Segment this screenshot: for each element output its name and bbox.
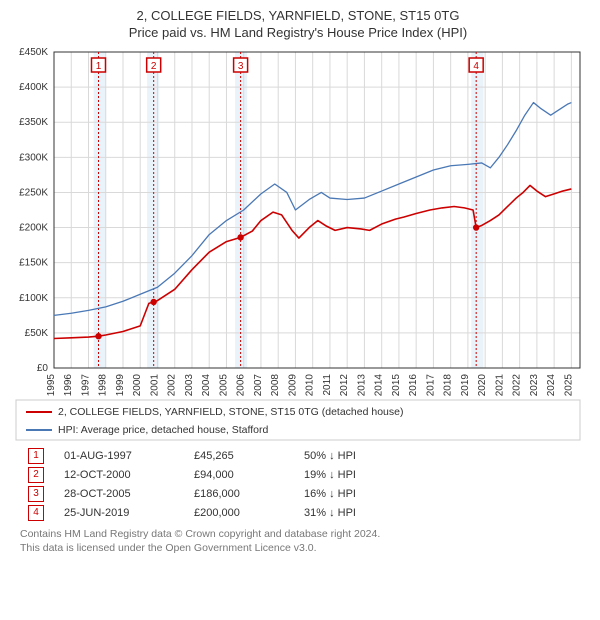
footer: Contains HM Land Registry data © Crown c… [20,527,588,555]
svg-text:£100K: £100K [19,293,48,304]
svg-text:2015: 2015 [391,373,402,395]
event-price: £200,000 [194,507,304,519]
svg-text:1: 1 [96,61,102,72]
svg-text:2008: 2008 [270,373,281,395]
svg-text:1995: 1995 [46,373,57,395]
svg-text:2003: 2003 [184,373,195,395]
svg-text:2: 2 [151,61,157,72]
svg-text:4: 4 [473,61,479,72]
events-table: 1 01-AUG-1997£45,26550% ↓ HPI 2 12-OCT-2000… [8,448,588,521]
svg-text:£450K: £450K [19,47,48,58]
svg-text:2021: 2021 [494,373,505,395]
svg-text:2022: 2022 [512,373,523,395]
svg-text:2000: 2000 [132,373,143,395]
svg-text:1996: 1996 [63,373,74,395]
chart-title: 2, COLLEGE FIELDS, YARNFIELD, STONE, ST1… [8,8,588,42]
event-pct: 50% ↓ HPI [304,450,404,462]
svg-text:2017: 2017 [425,373,436,395]
svg-text:2001: 2001 [149,373,160,395]
svg-text:2004: 2004 [201,373,212,395]
legend: 2, COLLEGE FIELDS, YARNFIELD, STONE, ST1… [8,398,588,442]
event-date: 25-JUN-2019 [64,507,194,519]
event-marker-box: 4 [28,505,44,521]
svg-text:2010: 2010 [305,373,316,395]
event-date: 28-OCT-2005 [64,488,194,500]
svg-text:£250K: £250K [19,187,48,198]
svg-text:2019: 2019 [460,373,471,395]
svg-text:2023: 2023 [529,373,540,395]
svg-text:£350K: £350K [19,117,48,128]
svg-text:2011: 2011 [322,373,333,395]
svg-text:2025: 2025 [563,373,574,395]
svg-text:1998: 1998 [98,373,109,395]
event-pct: 19% ↓ HPI [304,469,404,481]
chart-container: { "title": { "line1": "2, COLLEGE FIELDS… [0,0,600,620]
svg-text:2020: 2020 [477,373,488,395]
title-line2: Price paid vs. HM Land Registry's House … [8,25,588,42]
event-row: 4 25-JUN-2019£200,00031% ↓ HPI [28,505,588,521]
footer-line1: Contains HM Land Registry data © Crown c… [20,527,588,541]
svg-text:1999: 1999 [115,373,126,395]
svg-text:£0: £0 [37,363,49,374]
svg-text:£50K: £50K [25,328,49,339]
footer-line2: This data is licensed under the Open Gov… [20,541,588,555]
event-row: 1 01-AUG-1997£45,26550% ↓ HPI [28,448,588,464]
event-date: 12-OCT-2000 [64,469,194,481]
title-line1: 2, COLLEGE FIELDS, YARNFIELD, STONE, ST1… [8,8,588,25]
svg-text:HPI: Average price, detached h: HPI: Average price, detached house, Staf… [58,424,268,436]
event-marker-box: 2 [28,467,44,483]
price-chart: £0 £50K £100K £150K £200K £250K £300K £350K £400… [8,46,588,396]
event-row: 3 28-OCT-2005£186,00016% ↓ HPI [28,486,588,502]
svg-text:2006: 2006 [236,373,247,395]
svg-text:2018: 2018 [443,373,454,395]
event-date: 01-AUG-1997 [64,450,194,462]
event-row: 2 12-OCT-2000£94,00019% ↓ HPI [28,467,588,483]
svg-text:2005: 2005 [218,373,229,395]
event-price: £94,000 [194,469,304,481]
svg-text:1997: 1997 [80,373,91,395]
event-marker-box: 1 [28,448,44,464]
svg-text:2002: 2002 [167,373,178,395]
event-price: £186,000 [194,488,304,500]
svg-text:2024: 2024 [546,373,557,395]
svg-text:3: 3 [238,61,244,72]
svg-text:£400K: £400K [19,82,48,93]
svg-text:£150K: £150K [19,257,48,268]
svg-text:2016: 2016 [408,373,419,395]
svg-text:£300K: £300K [19,152,48,163]
svg-text:2, COLLEGE FIELDS, YARNFIELD,: 2, COLLEGE FIELDS, YARNFIELD, STONE, ST1… [58,406,403,418]
event-pct: 31% ↓ HPI [304,507,404,519]
event-pct: 16% ↓ HPI [304,488,404,500]
event-marker-box: 3 [28,486,44,502]
svg-text:2009: 2009 [287,373,298,395]
event-price: £45,265 [194,450,304,462]
svg-text:2014: 2014 [374,373,385,395]
svg-text:2012: 2012 [339,373,350,395]
svg-text:2013: 2013 [356,373,367,395]
svg-text:£200K: £200K [19,222,48,233]
svg-text:2007: 2007 [253,373,264,395]
